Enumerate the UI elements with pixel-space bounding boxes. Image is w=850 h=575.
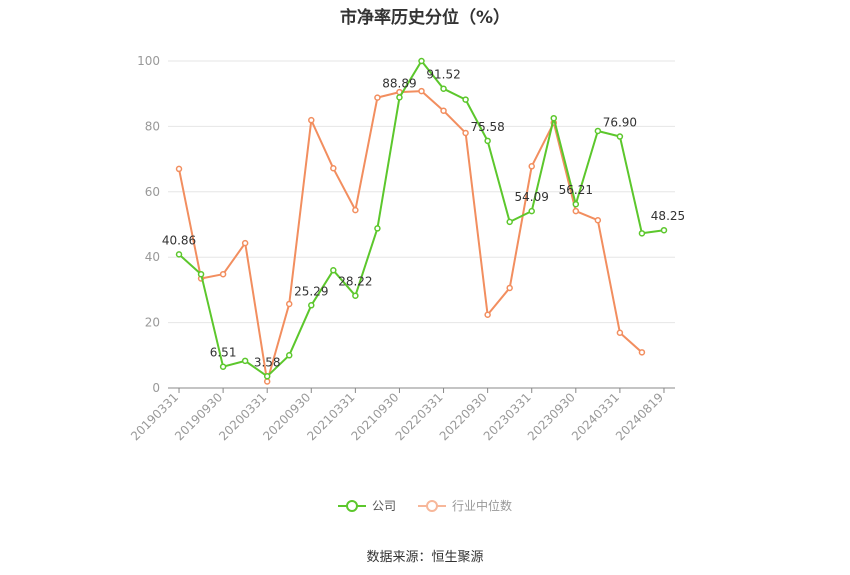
x-tick-label: 20240819 (613, 390, 666, 443)
data-point[interactable] (440, 107, 447, 114)
data-point[interactable] (263, 373, 271, 380)
data-point[interactable] (594, 127, 602, 135)
data-label: 75.58 (470, 120, 504, 134)
data-point[interactable] (660, 226, 668, 234)
chart-legend: 公司 行业中位数 (0, 497, 850, 514)
data-point[interactable] (616, 133, 624, 140)
data-point[interactable] (506, 218, 513, 226)
data-point[interactable] (616, 329, 624, 336)
data-point[interactable] (352, 292, 359, 299)
data-point[interactable] (330, 267, 337, 274)
data-point[interactable] (462, 96, 469, 103)
data-point[interactable] (197, 270, 205, 278)
data-point[interactable] (528, 163, 535, 170)
legend-item-company[interactable]: 公司 (337, 497, 396, 514)
data-point[interactable] (219, 270, 227, 278)
data-point[interactable] (638, 349, 646, 356)
data-point[interactable] (528, 207, 535, 215)
data-label: 91.52 (426, 68, 460, 82)
data-label: 40.86 (162, 233, 196, 247)
data-point[interactable] (550, 114, 558, 122)
y-tick-label: 100 (137, 54, 160, 68)
chart-title: 市净率历史分位（%） (339, 8, 511, 28)
data-point[interactable] (418, 87, 425, 95)
data-point[interactable] (506, 284, 513, 292)
y-tick-label: 40 (145, 250, 160, 264)
data-point[interactable] (594, 216, 602, 224)
data-point[interactable] (263, 378, 271, 385)
legend-company-icon (337, 499, 366, 512)
legend-company-label: 公司 (371, 499, 396, 513)
data-point[interactable] (285, 300, 293, 308)
data-point[interactable] (175, 251, 183, 258)
data-point[interactable] (241, 357, 249, 365)
data-point[interactable] (285, 352, 293, 359)
data-label: 3.58 (254, 355, 281, 369)
data-label: 6.51 (210, 346, 237, 360)
data-label: 76.90 (603, 116, 637, 130)
data-point[interactable] (572, 200, 580, 208)
y-tick-label: 0 (152, 381, 160, 395)
legend-industry-label: 行业中位数 (452, 499, 513, 513)
data-label: 54.09 (515, 190, 549, 204)
data-label: 56.21 (559, 183, 593, 197)
data-point[interactable] (440, 85, 447, 92)
y-tick-label: 60 (145, 185, 160, 199)
series-line-0[interactable] (178, 60, 665, 378)
data-label: 88.89 (382, 76, 416, 90)
legend-item-industry[interactable]: 行业中位数 (418, 497, 512, 514)
legend-industry-icon (418, 499, 446, 512)
data-point[interactable] (219, 363, 227, 370)
data-label: 28.22 (338, 275, 372, 289)
data-point[interactable] (330, 165, 337, 172)
data-point[interactable] (352, 206, 359, 214)
data-point[interactable] (175, 165, 183, 173)
data-point[interactable] (308, 116, 315, 124)
data-point[interactable] (572, 207, 580, 215)
data-point[interactable] (396, 94, 403, 101)
data-source-note: 数据来源：恒生聚源 (366, 550, 484, 565)
data-point[interactable] (484, 137, 491, 145)
data-point[interactable] (484, 311, 491, 319)
data-label: 48.25 (651, 209, 685, 223)
data-point[interactable] (418, 57, 425, 65)
series-line-1[interactable] (178, 90, 643, 383)
data-label: 25.29 (294, 284, 328, 298)
data-point[interactable] (462, 129, 469, 137)
data-point[interactable] (308, 302, 315, 309)
data-point[interactable] (374, 225, 381, 232)
y-tick-label: 20 (145, 316, 160, 330)
data-point[interactable] (638, 230, 646, 237)
y-tick-label: 80 (145, 119, 160, 133)
data-point[interactable] (241, 239, 249, 247)
data-point[interactable] (374, 94, 381, 101)
